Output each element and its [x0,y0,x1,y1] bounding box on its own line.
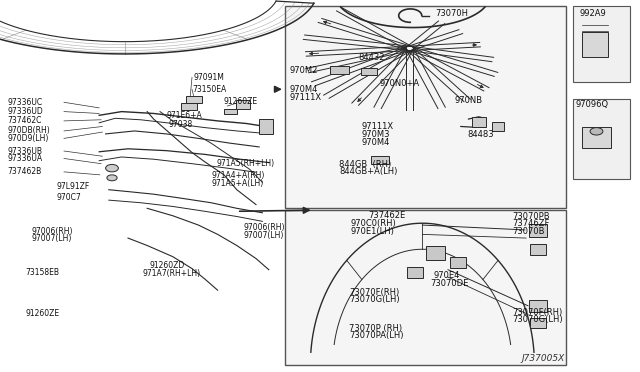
Bar [472,117,486,127]
Text: 73070P (RH): 73070P (RH) [349,324,402,333]
Text: 97096Q: 97096Q [576,100,609,109]
Text: 97038: 97038 [169,120,193,129]
Text: 970C7: 970C7 [56,193,81,202]
Text: 73158EB: 73158EB [26,268,60,277]
Text: 97336UC: 97336UC [8,98,43,107]
Text: 97091M: 97091M [193,73,224,82]
Text: 737462E: 737462E [368,211,405,220]
Text: 971A5(RH+LH): 971A5(RH+LH) [216,159,275,168]
Text: 97007(LH): 97007(LH) [32,234,72,243]
Bar [426,246,445,260]
Text: 970NB: 970NB [454,96,483,105]
Bar [186,96,202,103]
Text: 97336UB: 97336UB [8,147,43,155]
Text: 97336UA: 97336UA [8,154,43,163]
Text: 91260ZE: 91260ZE [26,309,60,318]
Text: 97111X: 97111X [289,93,321,102]
Text: 97006(RH): 97006(RH) [32,227,74,236]
Bar [285,6,566,208]
Text: 737462B: 737462B [8,167,42,176]
Bar [236,99,250,109]
Bar [573,99,630,179]
Bar [407,267,423,278]
Bar [582,127,611,148]
Text: 73070F(RH): 73070F(RH) [349,288,399,296]
Text: 97336UD: 97336UD [8,107,44,116]
Text: 970DB(RH): 970DB(RH) [8,126,51,135]
Circle shape [106,164,118,172]
Bar [492,122,504,131]
Text: 970M3: 970M3 [362,130,390,139]
Text: 971E6+A: 971E6+A [166,111,202,120]
Bar [529,300,547,312]
Text: 97007(LH): 97007(LH) [243,231,284,240]
Text: 971A7(RH+LH): 971A7(RH+LH) [142,269,200,278]
Text: 91260ZE: 91260ZE [224,97,258,106]
Bar [361,68,376,75]
Text: 73070G(LH): 73070G(LH) [349,295,399,304]
Text: 97006(RH): 97006(RH) [243,223,285,232]
Text: 73070F(RH): 73070F(RH) [512,308,563,317]
Bar [529,224,547,237]
Circle shape [107,175,117,181]
Bar [573,6,630,82]
Text: 73070H: 73070H [435,9,468,17]
Text: 737462C: 737462C [8,116,42,125]
Text: 73070B: 73070B [512,227,545,236]
Text: 970D9(LH): 970D9(LH) [8,134,49,143]
Circle shape [590,128,603,135]
Bar [330,66,349,74]
Text: 73070G(LH): 73070G(LH) [512,315,563,324]
Text: 97L91ZF: 97L91ZF [56,182,90,191]
Text: 970M4: 970M4 [362,138,390,147]
Text: 970E4: 970E4 [434,271,460,280]
Bar [285,210,566,365]
Text: 971A4+A(RH): 971A4+A(RH) [211,171,264,180]
Text: 970M2: 970M2 [289,66,317,75]
Text: 73150EA: 73150EA [192,85,227,94]
Bar [259,119,273,134]
Text: 971A5+A(LH): 971A5+A(LH) [211,179,264,187]
Bar [371,156,389,164]
Text: 73746ZF: 73746ZF [512,219,549,228]
Text: 844GB+A(LH): 844GB+A(LH) [339,167,397,176]
Bar [582,32,608,57]
Text: 970E1(LH): 970E1(LH) [351,227,395,236]
Bar [450,257,466,268]
Text: 73070DE: 73070DE [430,279,468,288]
Text: 970C0(RH): 970C0(RH) [351,219,396,228]
Text: 97111X: 97111X [362,122,394,131]
Bar [530,318,545,328]
Bar [224,109,237,114]
Text: 970N0+A: 970N0+A [380,79,420,88]
Bar [530,244,545,255]
Text: 970M4: 970M4 [289,85,317,94]
Text: 84432: 84432 [358,53,385,62]
Text: J737005X: J737005X [522,354,565,363]
Text: 84483: 84483 [467,130,494,139]
Text: 844GB  (RH): 844GB (RH) [339,160,392,169]
Text: 91260ZD: 91260ZD [150,261,185,270]
Bar [180,103,197,110]
Text: 992A9: 992A9 [579,9,606,17]
Text: 73070PA(LH): 73070PA(LH) [349,331,403,340]
Text: 73070PB: 73070PB [512,212,550,221]
